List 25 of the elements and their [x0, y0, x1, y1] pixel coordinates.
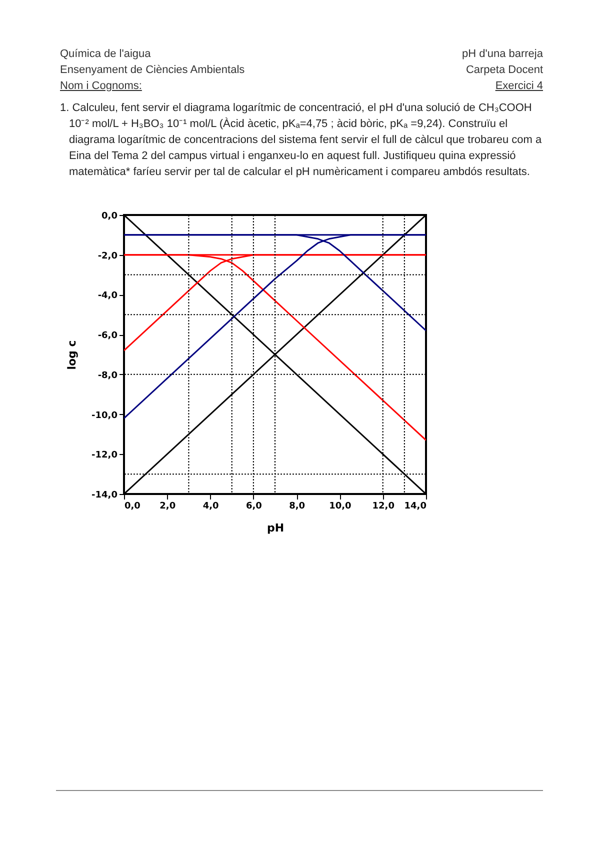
y-tick-label: -8,0	[98, 370, 118, 381]
x-axis-title: pH	[266, 522, 284, 534]
text: Nom i Cognoms:	[60, 79, 142, 94]
x-tick-label: 2,0	[160, 502, 176, 512]
text: pH d'una barreja	[462, 47, 543, 62]
text: Ensenyament de Ciències Ambientals	[60, 63, 245, 78]
y-tick-label: -2,0	[98, 251, 118, 262]
y-tick-label: 0,0	[102, 212, 118, 222]
x-tick-label: 12,0	[372, 502, 394, 512]
y-axis-title: log c	[66, 340, 79, 370]
y-tick-label: -4,0	[98, 291, 118, 302]
x-tick-label: 0,0	[124, 502, 140, 512]
y-tick-label: -12,0	[92, 450, 118, 461]
x-tick-label: 14,0	[404, 502, 426, 512]
y-tick-label: -14,0	[92, 490, 118, 500]
text: Exercici 4	[495, 79, 543, 94]
x-tick-label: 8,0	[289, 502, 306, 512]
text: 1. Calculeu, fent servir el diagrama logarítmic de concentració, el pH d'una solució de CH₃COOH 10⁻² mol/L + H₃BO₃ 10⁻¹ mol/L (Àcid àcetic, pKₐ=4,75 ; àcid bòric, pKₐ =9,24). Construïu el diagrama logarítmic de concentracions del sistema fent servir el full de càlcul que trobareu com a Eina del Tema 2 del campus virtual i enganxeu-lo en aquest full. Justifiqueu quina expressió matemàtica* faríeu servir per tal de calcular el pH numèricament i compareu ambdós resultats.	[60, 101, 543, 180]
x-tick-label: 4,0	[202, 502, 219, 512]
y-tick-label: -6,0	[98, 331, 118, 342]
text: Química de l'aigua	[60, 47, 151, 62]
text: Carpeta Docent	[466, 63, 543, 78]
y-tick-label: -10,0	[92, 410, 118, 421]
x-tick-label: 6,0	[246, 502, 262, 512]
x-tick-label: 10,0	[329, 502, 352, 512]
